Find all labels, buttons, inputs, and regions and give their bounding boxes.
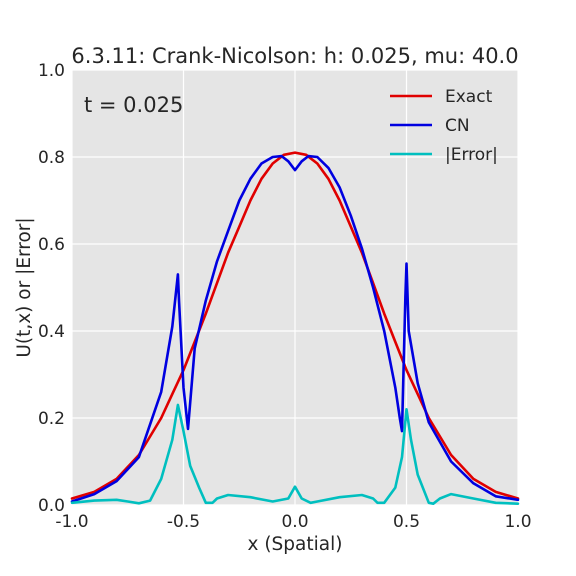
time-annotation: t = 0.025 bbox=[84, 93, 183, 117]
y-axis-label: U(t,x) or |Error| bbox=[14, 217, 35, 357]
x-tick-label: -0.5 bbox=[167, 512, 200, 532]
x-tick-label: 0.0 bbox=[281, 512, 308, 532]
y-tick-label: 0.4 bbox=[38, 322, 65, 342]
y-tick-label: 0.2 bbox=[38, 409, 65, 429]
y-tick-label: 0.6 bbox=[38, 235, 65, 255]
y-tick-label: 0.0 bbox=[38, 496, 65, 516]
legend-label: Exact bbox=[445, 87, 493, 107]
x-tick-label: 0.5 bbox=[393, 512, 420, 532]
y-tick-label: 0.8 bbox=[38, 148, 65, 168]
y-tick-label: 1.0 bbox=[38, 61, 65, 81]
legend-label: CN bbox=[445, 116, 470, 136]
x-axis-label: x (Spatial) bbox=[248, 534, 343, 555]
x-tick-label: 1.0 bbox=[504, 512, 531, 532]
legend-label: |Error| bbox=[445, 145, 498, 165]
chart-title: 6.3.11: Crank-Nicolson: h: 0.025, mu: 40… bbox=[71, 44, 518, 68]
